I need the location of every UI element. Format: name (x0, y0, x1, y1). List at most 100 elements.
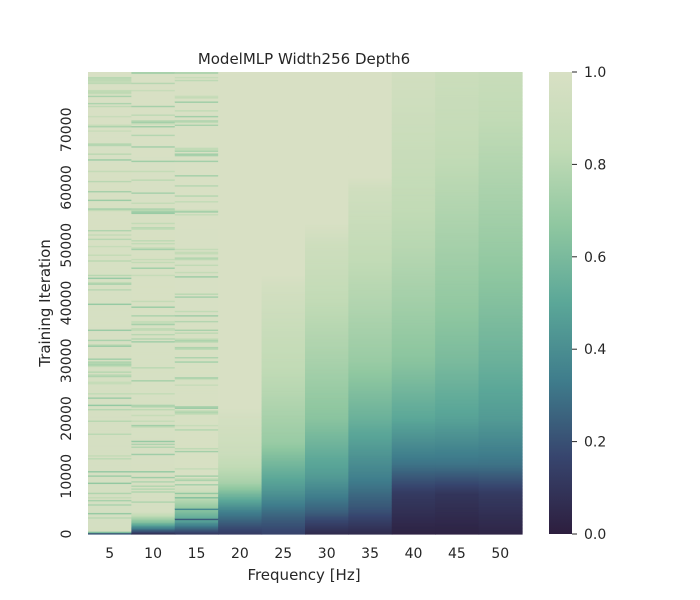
heatmap-cell (478, 304, 523, 307)
heatmap-cell (261, 100, 306, 103)
heatmap-cell (435, 314, 480, 317)
heatmap-cell (391, 528, 436, 531)
heatmap-cell (174, 521, 219, 524)
heatmap-cell (261, 310, 306, 313)
heatmap-cell (88, 438, 132, 441)
heatmap-cell (435, 323, 480, 326)
heatmap-cell (88, 230, 132, 233)
heatmap-cell (348, 401, 393, 404)
heatmap-cell (348, 187, 393, 190)
heatmap-cell (435, 190, 480, 193)
heatmap-cell (348, 347, 393, 350)
heatmap-cell (478, 457, 523, 460)
heatmap-cell (348, 157, 393, 160)
heatmap-cell (478, 448, 523, 451)
heatmap-cell (261, 216, 306, 219)
heatmap-cell (435, 266, 480, 269)
heatmap-cell (88, 220, 132, 223)
heatmap-cell (478, 99, 523, 102)
heatmap-cell (391, 398, 436, 401)
heatmap-cell (305, 457, 349, 460)
heatmap-cell (435, 474, 480, 477)
heatmap-cell (478, 369, 523, 372)
heatmap-cell (218, 183, 263, 186)
heatmap-cell (88, 510, 132, 513)
heatmap-cell (391, 142, 436, 145)
x-axis-ticks: 5 10 15 20 25 30 35 40 45 50 (105, 546, 509, 562)
heatmap-cell (261, 409, 306, 412)
heatmap-cell (305, 249, 349, 252)
heatmap-cell (305, 418, 349, 421)
heatmap-cell (261, 74, 306, 77)
heatmap-cell (261, 235, 306, 238)
heatmap-cell (174, 73, 219, 76)
heatmap-cell (391, 383, 436, 386)
heatmap-cell (435, 200, 480, 203)
heatmap-cell (131, 99, 176, 102)
heatmap-cell (435, 96, 480, 99)
heatmap-cell (261, 474, 306, 477)
heatmap-cell (174, 177, 219, 180)
heatmap-cell (261, 505, 306, 508)
heatmap-cell (391, 201, 436, 204)
heatmap-cell (131, 497, 176, 500)
heatmap-cell (131, 461, 176, 464)
heatmap-cell (305, 288, 349, 291)
heatmap-cell (218, 402, 263, 405)
heatmap-cell (348, 457, 393, 460)
heatmap-cell (131, 303, 176, 306)
heatmap-cell (218, 334, 263, 337)
heatmap-cell (88, 496, 132, 499)
heatmap-cell (218, 408, 263, 411)
heatmap-cell (435, 258, 480, 261)
heatmap-cell (88, 242, 132, 245)
heatmap-cell (131, 201, 176, 204)
heatmap-cell (348, 203, 393, 206)
heatmap-cell (348, 223, 393, 226)
heatmap-cell (391, 412, 436, 415)
heatmap-cell (174, 479, 219, 482)
heatmap-cell (88, 412, 132, 415)
heatmap-cell (88, 404, 132, 407)
heatmap-cell (348, 161, 393, 164)
heatmap-cell (261, 422, 306, 425)
heatmap-cell (435, 232, 480, 235)
heatmap-cell (218, 74, 263, 77)
heatmap-cell (174, 304, 219, 307)
heatmap-cell (174, 349, 219, 352)
heatmap-cell (261, 186, 306, 189)
heatmap-cell (174, 341, 219, 345)
heatmap-cell (174, 320, 219, 323)
heatmap-cell (435, 375, 480, 378)
heatmap-cell (88, 415, 132, 418)
heatmap-cell (174, 401, 219, 404)
heatmap-cell (348, 226, 393, 229)
heatmap-cell (261, 116, 306, 119)
heatmap-cell (261, 262, 306, 265)
heatmap-cell (88, 515, 132, 518)
heatmap-cell (435, 434, 480, 437)
heatmap-cell (174, 356, 219, 359)
heatmap-cell (391, 110, 436, 114)
heatmap-cell (218, 79, 263, 82)
heatmap-cell (88, 318, 132, 321)
heatmap-cell (348, 367, 393, 371)
heatmap-cell (478, 86, 523, 89)
heatmap-cell (305, 76, 349, 79)
heatmap-cell (218, 487, 263, 490)
heatmap-cell (391, 515, 436, 518)
heatmap-cell (348, 448, 393, 451)
heatmap-cell (131, 493, 176, 496)
heatmap-cell (218, 346, 263, 349)
heatmap-cell (88, 512, 132, 515)
heatmap-cell (88, 235, 132, 238)
x-tick-label: 40 (405, 546, 423, 562)
heatmap-cell (261, 271, 306, 274)
heatmap-cell (218, 482, 263, 485)
heatmap-cell (478, 288, 523, 291)
heatmap-cell (435, 294, 480, 297)
heatmap-cell (174, 347, 219, 350)
heatmap-cell (435, 187, 480, 190)
heatmap-cell (88, 209, 132, 212)
heatmap-cell (261, 184, 306, 187)
